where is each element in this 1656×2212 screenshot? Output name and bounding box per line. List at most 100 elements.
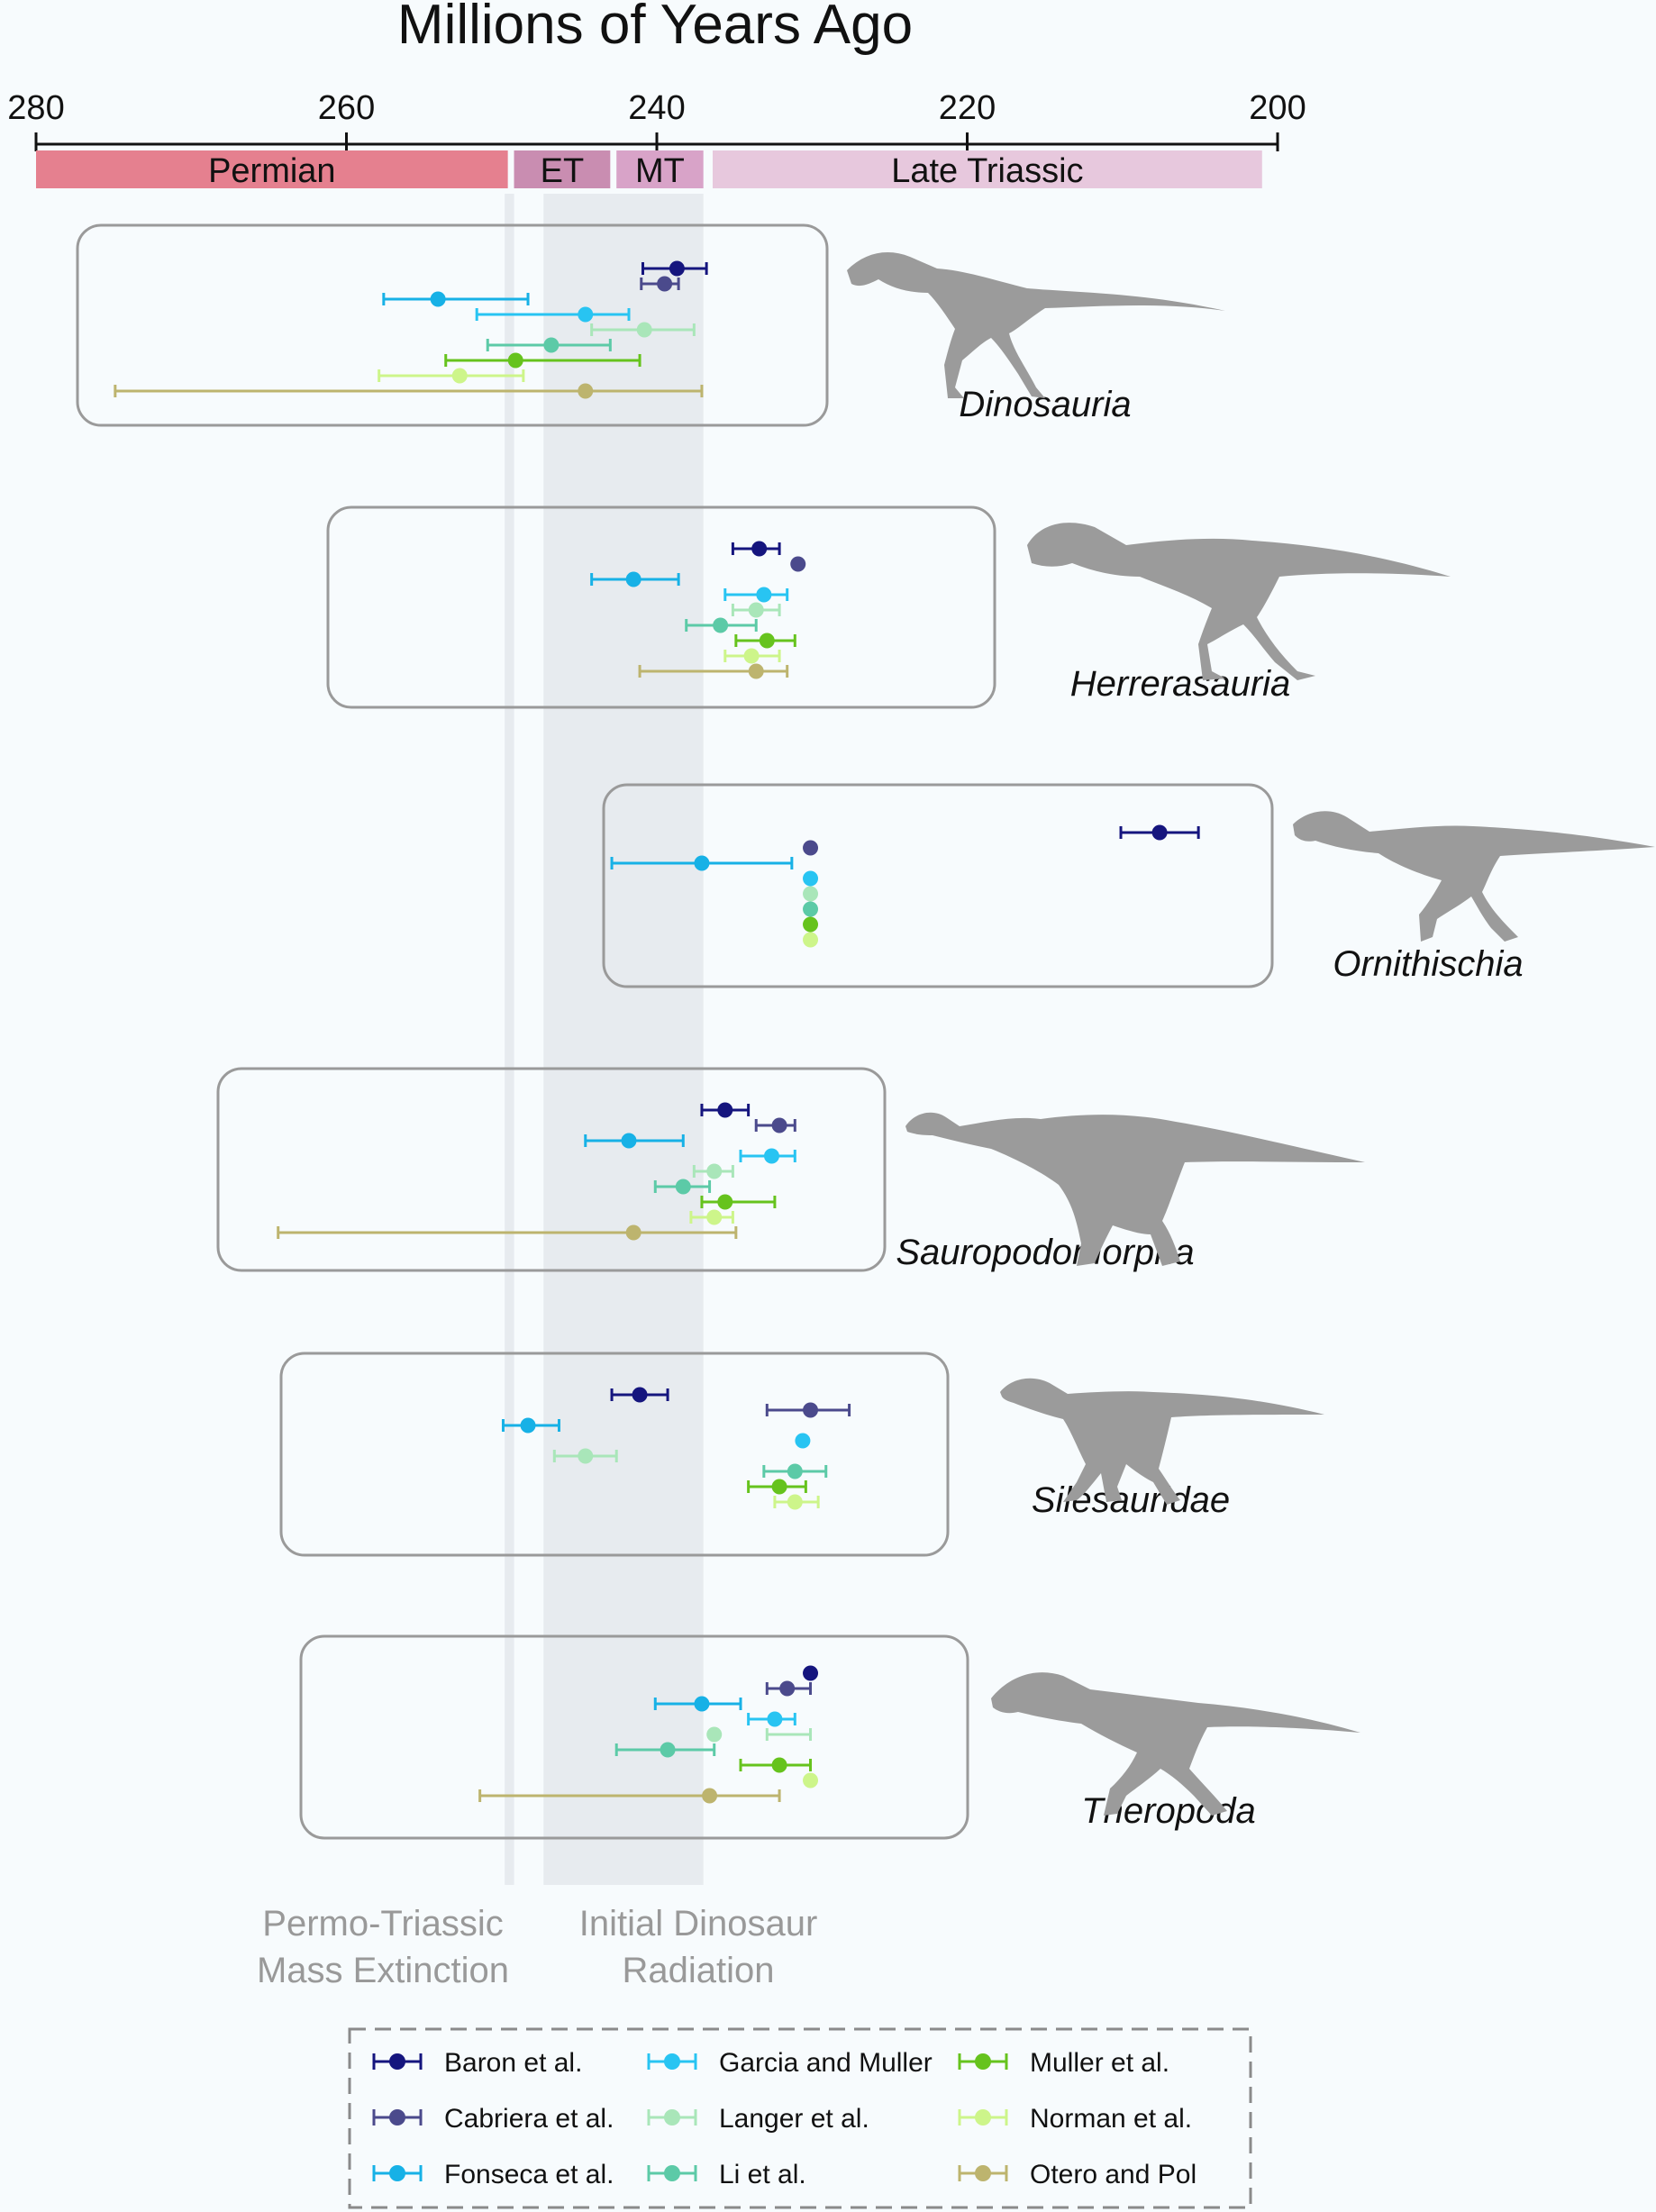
data-point [771,1117,787,1133]
data-point [706,1726,723,1743]
legend-label: Norman et al. [1030,2104,1192,2134]
period-bar: Permian ET MT Late Triassic [36,150,1262,190]
legend-item: Muller et al. [958,2048,1169,2078]
data-point [803,932,819,948]
clade-panel-dinosauria: Dinosauria [76,223,1132,427]
data-point [430,291,446,307]
clade-label: Herrerasauria [1070,664,1291,704]
period-label: ET [541,152,585,190]
data-point [717,1102,733,1118]
data-point [625,1224,641,1241]
data-point [763,1148,779,1164]
data-point [694,855,710,871]
tick-label: 260 [318,89,375,127]
shaded-interval [505,194,514,1885]
shaded-interval-label-line: Radiation [622,1951,774,1990]
data-point [751,541,768,557]
period-label: Late Triassic [891,152,1083,190]
tick-label: 220 [939,89,996,127]
data-point [578,306,594,323]
period-segment [514,150,611,188]
data-point [543,337,560,353]
data-point [657,276,673,292]
data-point [669,260,685,277]
legend-item: Garcia and Muller [647,2048,933,2078]
legend-item: Cabriera et al. [372,2104,614,2134]
data-point [748,663,764,679]
data-point [675,1179,691,1195]
legend-item: Fonseca et al. [372,2160,614,2189]
data-point [756,587,772,603]
data-point [803,916,819,933]
tick-label: 240 [628,89,685,127]
data-point [743,648,760,664]
data-point [520,1417,536,1434]
data-point [803,870,819,887]
legend-item: Langer et al. [647,2104,869,2134]
shaded-intervals: Permo-Triassic Mass Extinction Initial Din… [257,194,817,1990]
tick-label: 280 [7,89,64,127]
legend-item: Baron et al. [372,2048,582,2078]
data-point [790,556,806,572]
shaded-interval-label-line: Mass Extinction [257,1951,509,1990]
clade-box [279,1352,950,1557]
legend-swatch-dot [389,2165,405,2181]
legend-item: Otero and Pol [958,2160,1197,2189]
ornithischia-silhouette-icon [1293,811,1655,942]
data-point [803,840,819,856]
data-point [1151,824,1168,841]
data-point [625,571,641,587]
clade-label: Sauropodomorpha [896,1233,1194,1272]
shaded-interval-label-line: Initial Dinosaur [579,1904,818,1943]
legend-label: Garcia and Muller [719,2048,933,2078]
clade-box [602,783,1274,988]
data-point [771,1757,787,1773]
tick-label: 200 [1249,89,1306,127]
data-point [706,1209,723,1225]
period-segment [713,150,1262,188]
period-segment [616,150,704,188]
dinosauria-silhouette-icon [847,252,1225,398]
data-point [578,1448,594,1464]
dinosaur-silhouettes [847,252,1655,1816]
shaded-interval-label-line: Permo-Triassic [262,1904,503,1943]
legend-swatch-dot [389,2053,405,2070]
data-point [578,383,594,399]
data-point [748,602,764,618]
clade-box [299,1634,969,1840]
period-segment [36,150,508,188]
data-point [787,1463,803,1479]
data-point [803,1665,819,1681]
data-point [767,1711,783,1727]
data-point [702,1788,718,1804]
shaded-interval [543,194,704,1885]
legend-label: Baron et al. [444,2048,582,2078]
x-axis: 280 260 240 220 200 [7,89,1306,151]
clade-label: Ornithischia [1333,944,1523,984]
data-point [803,901,819,917]
legend: Baron et al. Cabriera et al. Fonseca et al… [348,2027,1252,2209]
legend-label: Cabriera et al. [444,2104,614,2134]
legend-swatch-dot [664,2165,680,2181]
clade-box [216,1067,887,1272]
legend-label: Langer et al. [719,2104,869,2134]
shaded-interval-label: Initial Dinosaur Radiation [579,1904,818,1990]
legend-label: Muller et al. [1030,2048,1169,2078]
legend-frame [348,2027,1252,2209]
clade-panel-sauropodomorpha: Sauropodomorpha [216,1067,1195,1272]
legend-swatch-dot [975,2165,991,2181]
data-point [713,617,729,633]
clade-panel-herrerasauria: Herrerasauria [326,505,1291,709]
clade-box [326,505,996,709]
data-point [779,1680,796,1697]
legend-label: Fonseca et al. [444,2160,614,2189]
data-point [795,1433,811,1449]
legend-swatch-dot [975,2053,991,2070]
data-point [694,1696,710,1712]
data-point [771,1479,787,1495]
legend-label: Otero and Pol [1030,2160,1197,2189]
data-point [803,886,819,902]
chart-title: Millions of Years Ago [397,0,913,56]
data-point [803,1772,819,1789]
